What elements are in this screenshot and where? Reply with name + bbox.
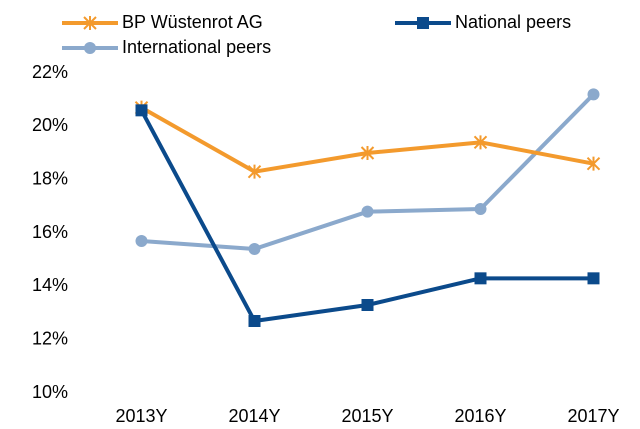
y-tick-label: 20% <box>32 115 68 135</box>
marker <box>247 164 262 179</box>
marker <box>474 272 487 285</box>
series-line <box>141 92 595 251</box>
marker <box>587 272 600 285</box>
x-tick-label: 2016Y <box>454 406 506 426</box>
x-tick-label: 2014Y <box>228 406 280 426</box>
legend-marker <box>84 42 96 54</box>
legend-label: International peers <box>122 37 271 57</box>
y-tick-label: 22% <box>32 62 68 82</box>
marker <box>361 299 374 311</box>
marker <box>135 235 148 247</box>
x-tick-label: 2013Y <box>115 406 167 426</box>
y-tick-label: 16% <box>32 222 68 242</box>
marker <box>135 104 148 117</box>
y-tick-label: 12% <box>32 328 68 348</box>
marker <box>248 315 261 327</box>
marker <box>361 205 374 218</box>
legend-label: BP Wüstenrot AG <box>122 12 263 32</box>
legend-marker <box>83 16 97 30</box>
legend-label: National peers <box>455 12 571 32</box>
y-tick-label: 10% <box>32 382 68 402</box>
legend-marker <box>417 17 429 29</box>
y-tick-label: 18% <box>32 168 68 188</box>
y-tick-label: 14% <box>32 275 68 295</box>
marker <box>586 156 601 171</box>
x-tick-label: 2015Y <box>341 406 393 426</box>
marker <box>360 146 375 160</box>
marker <box>473 135 488 150</box>
marker <box>587 88 600 101</box>
marker <box>248 243 261 255</box>
marker <box>474 203 487 215</box>
x-tick-label: 2017Y <box>567 406 619 426</box>
